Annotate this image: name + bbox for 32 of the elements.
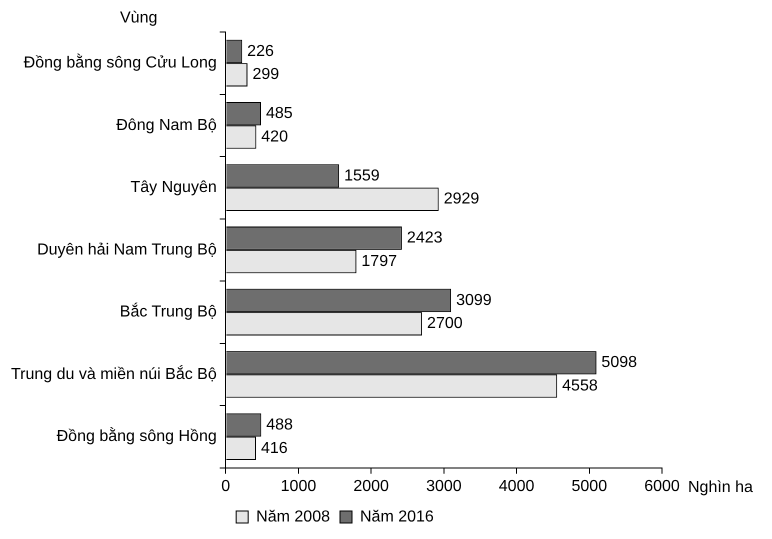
data-label: 2700 bbox=[427, 315, 463, 332]
y-tick-label: Bắc Trung Bộ bbox=[120, 302, 217, 321]
y-axis-title: Vùng bbox=[120, 9, 158, 26]
x-tick-label: 1000 bbox=[280, 478, 316, 495]
data-label: 416 bbox=[260, 440, 288, 457]
data-label: 5098 bbox=[601, 354, 638, 372]
data-label: 226 bbox=[247, 42, 274, 60]
data-label: 299 bbox=[252, 66, 280, 84]
data-label: 485 bbox=[266, 105, 293, 122]
x-tick-label: 4000 bbox=[498, 478, 534, 495]
x-tick-label: 5000 bbox=[571, 478, 608, 495]
x-tick-label: 3000 bbox=[426, 478, 462, 495]
y-tick-label: Tây Nguyên bbox=[130, 179, 217, 196]
y-tick-label: Duyên hải Nam Trung Bộ bbox=[37, 241, 217, 258]
x-tick-label: 6000 bbox=[644, 478, 680, 495]
data-label: 1559 bbox=[344, 167, 380, 184]
y-tick-label: Đồng bằng sông Cửu Long bbox=[24, 54, 217, 72]
y-tick-label: Trung du và miền núi Bắc Bộ bbox=[10, 364, 217, 383]
data-label: 2929 bbox=[444, 190, 480, 208]
x-axis-title: Nghìn ha bbox=[688, 479, 754, 496]
data-label: 4558 bbox=[562, 377, 598, 394]
legend-label: Năm 2016 bbox=[360, 508, 434, 526]
data-label: 1797 bbox=[361, 252, 398, 270]
y-tick-label: Đồng bằng sông Hồng bbox=[56, 427, 217, 446]
data-label: 420 bbox=[261, 128, 288, 146]
y-tick-label: Đông Nam Bộ bbox=[116, 116, 217, 134]
data-label: 488 bbox=[266, 416, 294, 434]
data-label: 3099 bbox=[456, 292, 492, 309]
data-label: 2423 bbox=[406, 230, 443, 247]
legend-label: Năm 2008 bbox=[256, 508, 330, 526]
x-tick-label: 2000 bbox=[353, 478, 390, 495]
x-tick-label: 0 bbox=[221, 478, 230, 495]
